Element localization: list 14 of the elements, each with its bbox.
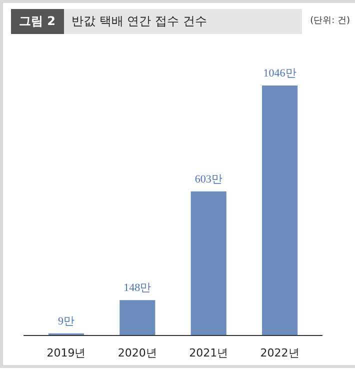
bar <box>262 86 298 336</box>
text: (단위: 건) <box>309 15 350 28</box>
data-label: 148만 <box>124 282 152 294</box>
data-label: 1046만 <box>263 68 296 80</box>
x-tick-label: 2021년 <box>189 346 228 360</box>
chart-title: 반값 택배 연간 접수 건수 <box>64 9 302 34</box>
data-label: 9만 <box>58 315 74 328</box>
bar <box>190 191 226 336</box>
x-tick-label: 2020년 <box>118 346 157 360</box>
x-tick-label: 2019년 <box>46 346 86 360</box>
chart-subtitle: 그림 2 <box>11 9 64 34</box>
data-label: 603만 <box>194 173 222 186</box>
x-tick-label: 2022년 <box>260 346 300 360</box>
bar <box>120 300 156 336</box>
